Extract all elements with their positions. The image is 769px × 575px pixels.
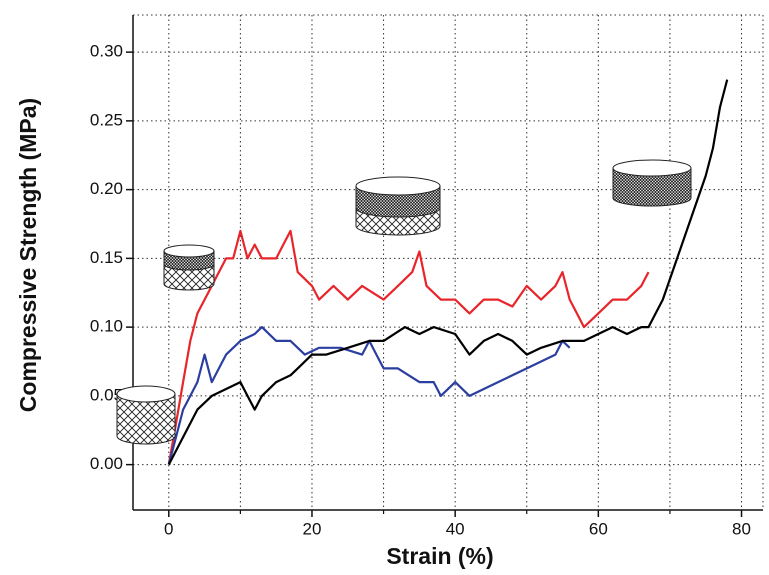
y-tick-label: 0.20 [90, 179, 123, 198]
y-tick-label: 0.25 [90, 110, 123, 129]
cylinder-icon [355, 176, 441, 236]
data-line [167, 79, 729, 466]
y-tick-label: 0.10 [90, 317, 123, 336]
cylinder-icon [116, 385, 176, 445]
y-tick-label: 0.00 [90, 454, 123, 473]
y-tick-label: 0.05 [90, 385, 123, 404]
y-tick-label: 0.30 [90, 42, 123, 61]
specimen-icons [116, 159, 692, 445]
x-tick-label: 20 [303, 519, 322, 538]
data-line [167, 229, 650, 465]
x-tick-label: 40 [446, 519, 465, 538]
x-tick-label: 60 [589, 519, 608, 538]
cylinder-icon [163, 244, 215, 291]
cylinder-icon [612, 159, 692, 207]
y-tick-label: 0.15 [90, 248, 123, 267]
x-tick-label: 80 [732, 519, 751, 538]
x-axis-title: Strain (%) [386, 543, 493, 569]
data-line [167, 326, 571, 465]
x-tick-label: 0 [164, 519, 173, 538]
y-axis-title: Compressive Strength (MPa) [15, 98, 41, 412]
